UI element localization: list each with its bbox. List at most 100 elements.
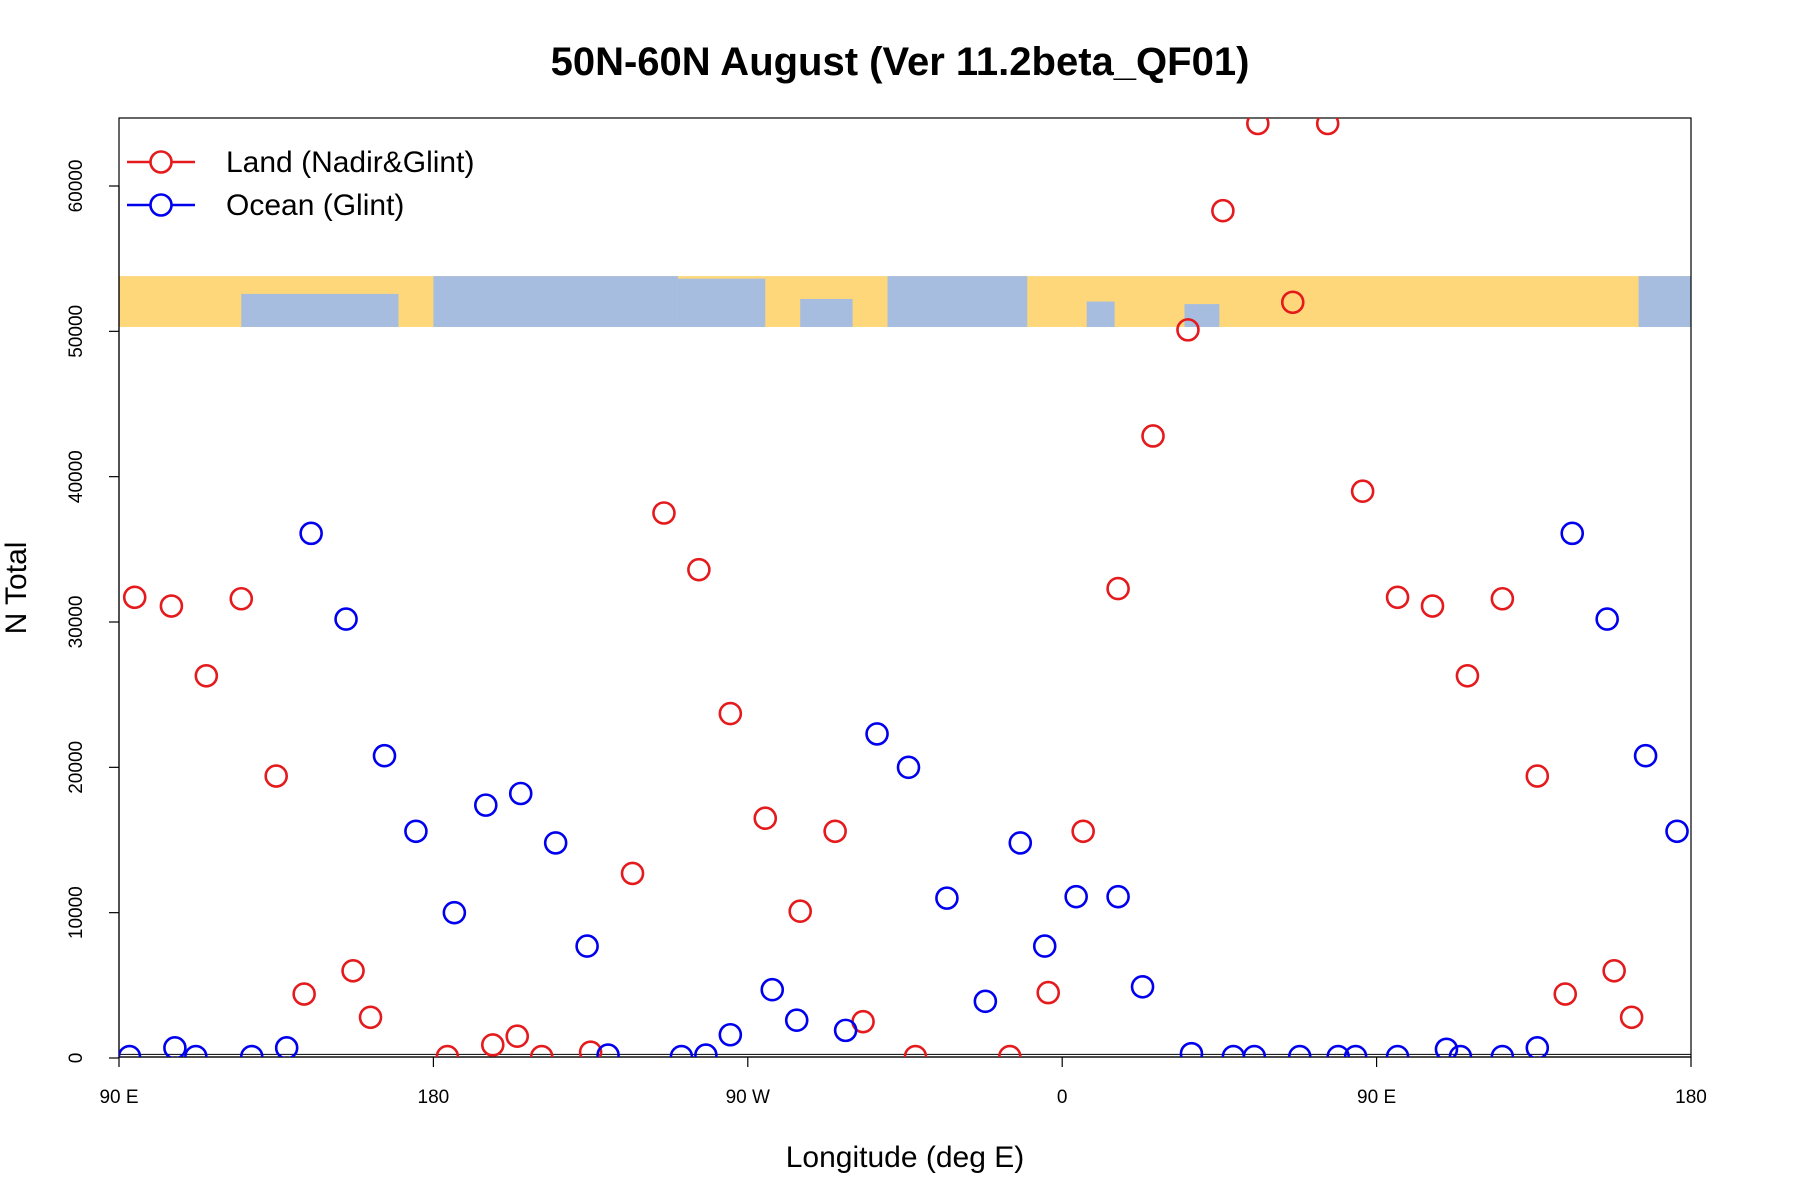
- y-tick-label: 20000: [66, 741, 87, 794]
- point-ocean: [896, 755, 921, 780]
- point-land: [480, 1033, 505, 1057]
- point-ocean: [299, 521, 323, 546]
- point-land: [1553, 982, 1578, 1006]
- point-land: [687, 557, 711, 582]
- point-ocean: [372, 743, 397, 768]
- x-tick-label: 180: [418, 1087, 450, 1108]
- map-ocean-1: [433, 276, 678, 327]
- point-ocean: [1106, 884, 1130, 909]
- point-land: [1246, 118, 1270, 136]
- chart-title: 50N-60N August (Ver 11.2beta_QF01): [551, 40, 1250, 84]
- point-ocean: [1448, 1044, 1473, 1057]
- legend: Land (Nadir&Glint) Ocean (Glint): [127, 146, 474, 222]
- point-land: [159, 594, 184, 618]
- point-ocean: [1633, 743, 1658, 768]
- point-ocean: [973, 989, 998, 1014]
- point-ocean: [1008, 831, 1033, 855]
- map-ocean-6: [1184, 304, 1220, 327]
- map-ocean-4: [887, 276, 1028, 327]
- point-ocean: [1130, 974, 1155, 999]
- point-ocean: [543, 831, 568, 855]
- point-ocean: [1560, 521, 1585, 546]
- point-land: [1455, 663, 1480, 688]
- point-ocean: [833, 1018, 858, 1043]
- point-ocean: [473, 793, 498, 817]
- point-ocean: [1525, 1036, 1550, 1057]
- point-land: [1036, 980, 1061, 1005]
- point-ocean: [1242, 1044, 1267, 1057]
- point-ocean: [694, 1043, 718, 1057]
- x-tick-label: 0: [1057, 1087, 1068, 1108]
- point-land: [788, 899, 813, 924]
- point-ocean: [1179, 1041, 1204, 1057]
- point-ocean: [1665, 819, 1689, 844]
- y-tick-label: 60000: [66, 160, 87, 213]
- map-ocean-7: [1638, 276, 1691, 327]
- point-land: [1280, 290, 1305, 315]
- x-tick-label: 180: [1675, 1087, 1707, 1108]
- y-tick-label: 50000: [66, 305, 87, 358]
- point-land: [578, 1040, 603, 1057]
- x-axis: 90 E 180 90 W 0 90 E 180: [99, 1053, 1707, 1108]
- y-tick-label: 30000: [66, 596, 87, 649]
- data-points: [119, 118, 1689, 1057]
- y-tick-label: 40000: [66, 450, 87, 503]
- y-tick-label: 10000: [66, 886, 87, 939]
- point-ocean: [404, 819, 428, 844]
- point-land: [652, 501, 676, 525]
- map-ocean-5: [1086, 301, 1115, 327]
- legend-marker: [149, 193, 173, 217]
- point-land: [358, 1005, 383, 1030]
- point-ocean: [1287, 1044, 1312, 1057]
- point-ocean: [1064, 884, 1088, 909]
- point-land: [194, 663, 219, 688]
- world-map-strip: [119, 276, 1691, 327]
- point-land: [1141, 424, 1165, 448]
- point-ocean: [669, 1044, 694, 1057]
- y-axis-title: N Total: [0, 542, 33, 635]
- point-ocean: [442, 900, 467, 925]
- map-ocean-3: [800, 298, 853, 327]
- point-ocean: [865, 722, 889, 746]
- point-land: [1490, 586, 1515, 611]
- point-land: [823, 819, 847, 844]
- point-ocean: [760, 977, 785, 1002]
- point-land: [1420, 594, 1445, 618]
- point-land: [998, 1044, 1022, 1057]
- point-land: [620, 861, 645, 886]
- y-axis: 0 10000 20000 30000 40000 50000 60000: [66, 160, 120, 1063]
- point-land: [341, 958, 365, 983]
- point-land: [229, 586, 254, 611]
- legend-label: Ocean (Glint): [226, 189, 404, 222]
- x-tick-label: 90 W: [726, 1087, 770, 1108]
- point-land: [505, 1024, 530, 1048]
- point-ocean: [1032, 934, 1057, 958]
- map-ocean-2: [677, 278, 766, 327]
- point-ocean: [1343, 1044, 1368, 1057]
- point-ocean: [784, 1008, 809, 1033]
- point-ocean: [935, 886, 959, 910]
- point-ocean: [119, 1044, 142, 1057]
- point-ocean: [575, 934, 599, 958]
- legend-marker: [149, 150, 173, 174]
- point-land: [718, 701, 743, 726]
- x-tick-label: 90 E: [1357, 1087, 1396, 1108]
- point-ocean: [596, 1043, 620, 1057]
- point-land: [529, 1044, 554, 1057]
- point-land: [1619, 1005, 1644, 1030]
- point-land: [1525, 764, 1550, 788]
- point-ocean: [1595, 607, 1619, 631]
- map-ocean-0: [241, 293, 399, 327]
- point-land: [753, 806, 778, 831]
- point-ocean: [1385, 1044, 1410, 1057]
- point-land: [292, 982, 316, 1006]
- point-ocean: [274, 1036, 299, 1057]
- point-land: [1602, 958, 1626, 983]
- x-tick-label: 90 E: [99, 1087, 138, 1108]
- point-land: [122, 585, 147, 610]
- point-land: [1350, 479, 1375, 504]
- point-land: [1071, 819, 1095, 844]
- point-land: [1176, 318, 1200, 342]
- legend-label: Land (Nadir&Glint): [226, 146, 474, 179]
